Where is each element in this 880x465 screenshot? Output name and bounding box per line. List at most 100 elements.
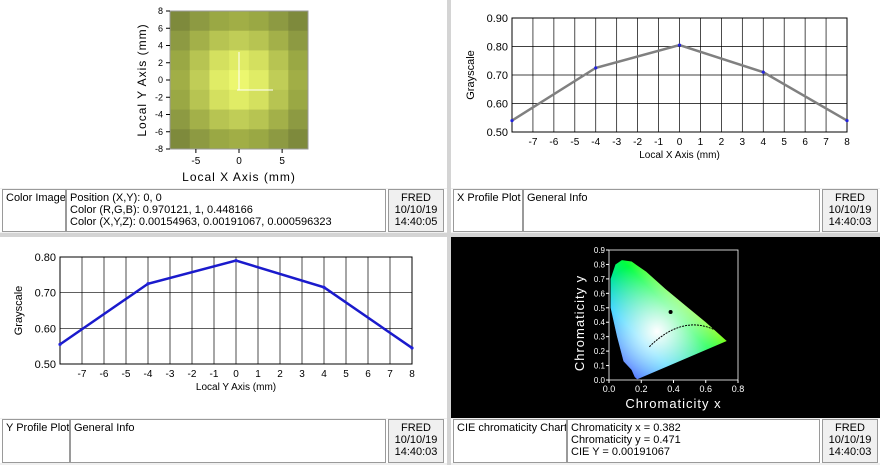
- x-tick-label: 2: [719, 137, 725, 148]
- pixel-cell: [209, 109, 230, 130]
- stamp-app: FRED: [835, 422, 865, 434]
- x-axis-label: Chromaticity x: [625, 396, 721, 411]
- stamp-time: 14:40:03: [394, 446, 438, 458]
- y-profile-chart: -7 -6 -5 -4 -3 -2 -1 0 1 2 3 4 5 6 7 8 0.50 0.60 0.70 0.80 L…: [13, 252, 415, 393]
- x-tick-label: 6: [365, 369, 371, 380]
- x-tick-label: 4: [321, 369, 327, 380]
- pixel-cell: [189, 109, 210, 130]
- data-point: [322, 285, 326, 289]
- info-line: Color (R,G,B): 0.970121, 1, 0.448166: [70, 204, 253, 216]
- x-profile-panel: -7 -6 -5 -4 -3 -2 -1 0 1 2 3 4 5 6 7 8 0.50 0.60 0.70 0.80 0…: [451, 0, 880, 188]
- pixel-cell: [189, 50, 210, 71]
- y-tick-label: 0.1: [594, 362, 606, 371]
- data-point: [510, 119, 514, 123]
- color-image-plot: -5 0 5 8 6 4 2 0 -2 -4 -6 -8 Local X Axis (mm) Local …: [135, 6, 309, 184]
- x-tick-label: -1: [210, 369, 219, 380]
- x-tick-label: 0: [236, 156, 242, 167]
- pixel-cell: [248, 70, 270, 91]
- info-details: General Info: [523, 189, 820, 232]
- data-point: [677, 43, 682, 47]
- y-axis-label: Grayscale: [465, 50, 477, 100]
- y-tick-label: 0.7: [594, 275, 606, 284]
- x-tick-label: 8: [409, 369, 415, 380]
- y-profile-panel: -7 -6 -5 -4 -3 -2 -1 0 1 2 3 4 5 6 7 8 0.50 0.60 0.70 0.80 L…: [0, 237, 447, 418]
- pixel-cell: [248, 109, 270, 130]
- stamp-date: 10/10/19: [828, 434, 872, 446]
- info-title: X Profile Plot: [453, 189, 523, 232]
- y-tick-label: 0.50: [487, 127, 508, 139]
- y-tick-label: 6: [158, 23, 163, 33]
- x-tick-label: -5: [191, 156, 200, 167]
- pixel-cell: [209, 129, 230, 150]
- info-title: CIE chromaticity Chart: [453, 419, 567, 463]
- info-title: Color Image: [2, 189, 66, 232]
- x-tick-label: 2: [277, 369, 283, 380]
- y-tick-label: 0.3: [594, 333, 606, 342]
- y-tick-label: 0.2: [594, 347, 606, 356]
- cie-info-bar: CIE chromaticity Chart Chromaticity x = …: [451, 419, 880, 463]
- x-tick-label: 3: [299, 369, 305, 380]
- x-tick-label: -2: [188, 369, 197, 380]
- x-tick-label: 5: [279, 156, 285, 167]
- x-tick-label: 5: [781, 137, 787, 148]
- x-tick-label: 0.6: [699, 384, 712, 394]
- pixel-cell: [209, 11, 230, 32]
- y-axis-label: Chromaticity y: [572, 275, 587, 371]
- pixel-cell: [288, 11, 309, 32]
- x-tick-label: -4: [591, 137, 600, 148]
- stamp-date: 10/10/19: [394, 204, 438, 216]
- info-stamp: FRED 10/10/19 14:40:05: [388, 189, 444, 232]
- pixel-cell: [209, 70, 230, 91]
- x-tick-label: 7: [823, 137, 829, 148]
- x-profile-chart: -7 -6 -5 -4 -3 -2 -1 0 1 2 3 4 5 6 7 8 0.50 0.60 0.70 0.80 0…: [465, 13, 850, 161]
- stamp-time: 14:40:03: [828, 216, 872, 228]
- pixel-cell: [229, 30, 250, 51]
- y-tick-label: 2: [158, 58, 163, 68]
- pixel-cell: [268, 11, 289, 32]
- x-tick-label: 0.2: [635, 384, 648, 394]
- y-tick-label: 0.6: [594, 289, 606, 298]
- y-tick-label: 0.90: [487, 13, 508, 25]
- pixel-cell: [170, 89, 191, 111]
- x-tick-label: 5: [343, 369, 349, 380]
- pixel-cell: [288, 30, 309, 51]
- pixel-cell: [189, 70, 210, 91]
- x-tick-label: -6: [549, 137, 558, 148]
- pixel-cell: [229, 129, 250, 150]
- pixel-cell: [248, 11, 270, 32]
- y-tick-label: -2: [155, 92, 163, 102]
- pixel-cell: [189, 30, 210, 51]
- x-tick-label: 0.8: [732, 384, 745, 394]
- x-tick-label: -1: [654, 137, 663, 148]
- horizontal-divider[interactable]: [0, 233, 880, 237]
- planckian-locus: [648, 324, 715, 348]
- y-tick-label: -4: [155, 110, 163, 120]
- pixel-cell: [189, 11, 210, 32]
- pixel-cell: [170, 11, 191, 32]
- color-image-panel: -5 0 5 8 6 4 2 0 -2 -4 -6 -8 Local X Axis (mm) Local …: [0, 0, 447, 188]
- y-tick-label: 0.9: [594, 246, 606, 255]
- pixel-cell: [268, 50, 289, 71]
- stamp-time: 14:40:05: [394, 216, 438, 228]
- chromaticity-point: [668, 309, 673, 314]
- pixel-cell: [170, 109, 191, 130]
- info-line: Position (X,Y): 0, 0: [70, 192, 162, 204]
- stamp-app: FRED: [401, 422, 431, 434]
- plot-frame: [511, 17, 848, 133]
- y-tick-label: 0.80: [487, 42, 508, 54]
- x-tick-label: 0.0: [603, 384, 616, 394]
- info-line: CIE Y = 0.00191067: [571, 446, 670, 458]
- y-tick-label: 0.8: [594, 260, 606, 269]
- data-point: [146, 282, 150, 286]
- x-tick-label: 1: [698, 137, 704, 148]
- pixel-cell: [170, 50, 191, 71]
- pixel-cell: [209, 50, 230, 71]
- data-point: [234, 258, 238, 263]
- x-tick-label: -5: [570, 137, 579, 148]
- data-point: [594, 66, 598, 70]
- data-point: [58, 342, 62, 346]
- y-tick-label: 0.60: [487, 99, 508, 111]
- pixel-cell: [170, 30, 191, 51]
- x-tick-label: 4: [760, 137, 766, 148]
- vertical-divider[interactable]: [447, 0, 451, 465]
